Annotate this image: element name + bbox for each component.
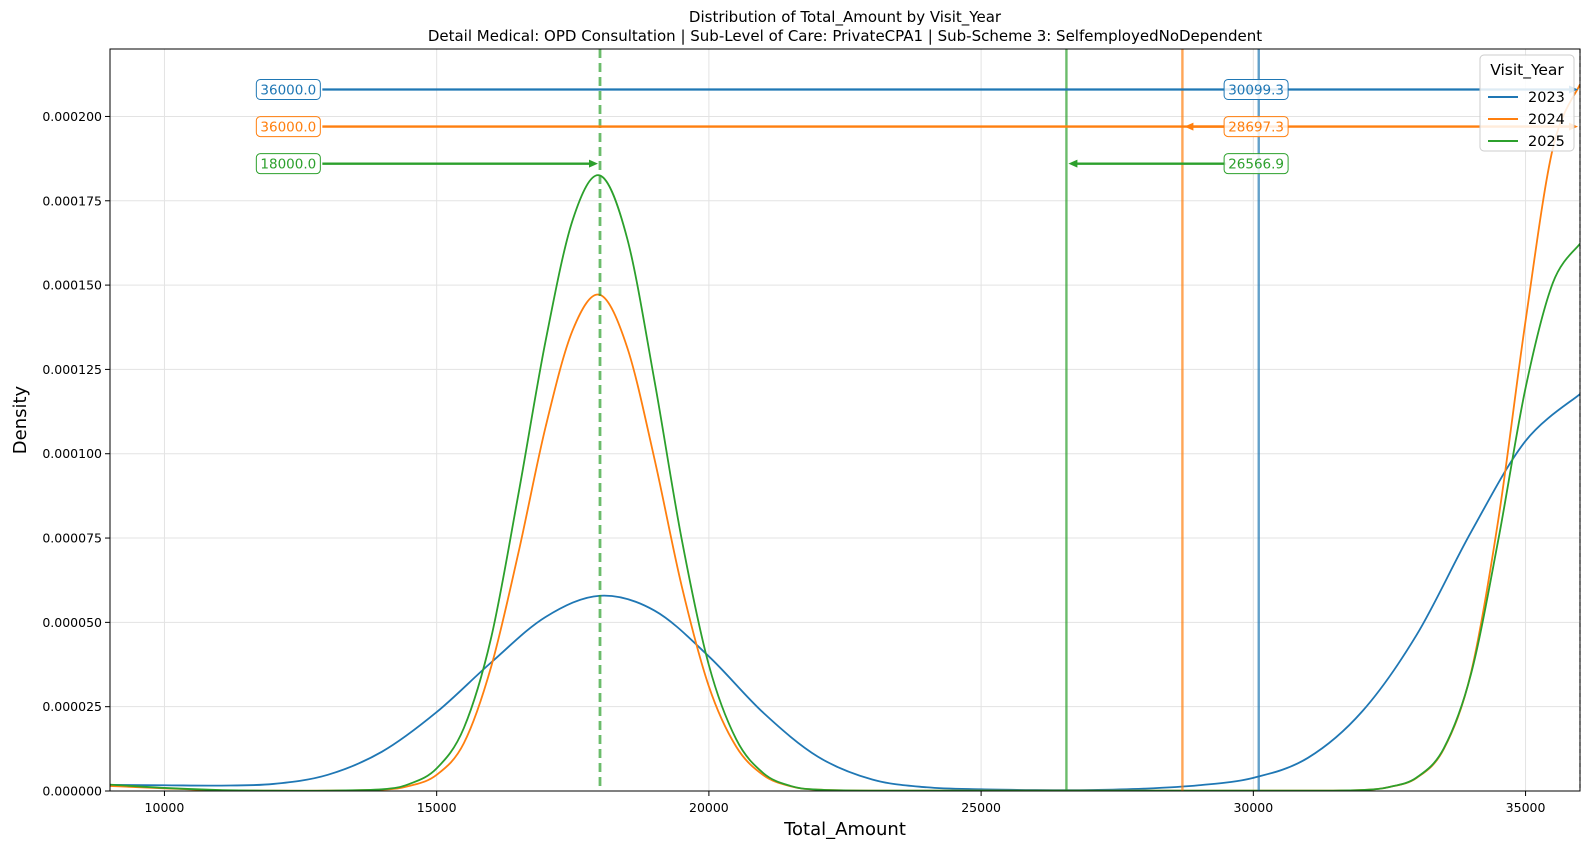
x-axis-label: Total_Amount xyxy=(783,819,906,840)
y-tick-label: 0.000025 xyxy=(42,699,102,714)
x-tick-label: 20000 xyxy=(689,800,729,815)
annotation-label-2023: 30099.3 xyxy=(1228,82,1284,98)
grid-lines xyxy=(110,49,1580,792)
legend-entry-2025: 2025 xyxy=(1528,134,1565,150)
density-curves xyxy=(110,84,1580,791)
annotation-arrowhead-2024 xyxy=(1184,122,1194,131)
legend-title: Visit_Year xyxy=(1490,61,1564,80)
annotation-label-2024: 36000.0 xyxy=(260,120,316,136)
annotations: 36000.0 36000.0 18000.0 30099.3 28697.3 26566… xyxy=(255,78,1578,175)
x-tick-label: 10000 xyxy=(145,800,185,815)
y-tick-label: 0.000150 xyxy=(42,278,102,293)
chart-title: Distribution of Total_Amount by Visit_Ye… xyxy=(689,8,1002,27)
plot-frame xyxy=(109,48,1581,792)
y-tick-label: 0.000050 xyxy=(42,615,102,630)
annotation-arrowhead-2025 xyxy=(589,159,598,168)
series-line-2025 xyxy=(110,174,1580,791)
annotation-label-2023: 36000.0 xyxy=(260,82,316,98)
y-tick-label: 0.000075 xyxy=(42,531,102,546)
series-line-2024 xyxy=(110,84,1580,791)
annotation-box-2025 xyxy=(255,153,321,175)
annotation-arrowhead-2025 xyxy=(1068,159,1078,168)
annotation-box-2024 xyxy=(1223,116,1289,138)
y-tick-label: 0.000000 xyxy=(42,784,102,799)
legend-entry-2024: 2024 xyxy=(1528,112,1565,128)
reference-lines xyxy=(598,49,1581,791)
annotation-box-2024 xyxy=(255,116,321,138)
y-tick-label: 0.000200 xyxy=(42,109,102,124)
x-tick-label: 25000 xyxy=(961,800,1001,815)
annotation-label-2024: 28697.3 xyxy=(1228,120,1284,136)
y-tick-label: 0.000125 xyxy=(42,362,102,377)
chart-subtitle: Detail Medical: OPD Consultation | Sub-L… xyxy=(428,27,1262,45)
y-axis-label: Density xyxy=(10,385,31,454)
annotation-label-2025: 26566.9 xyxy=(1228,157,1284,173)
series-line-2023 xyxy=(110,393,1580,791)
legend: Visit_Year 2023 2024 2025 xyxy=(1479,54,1575,152)
y-tick-label: 0.000175 xyxy=(42,193,102,208)
x-tick-label: 30000 xyxy=(1233,800,1273,815)
legend-box xyxy=(1479,54,1575,152)
annotation-box-2023 xyxy=(1223,78,1289,100)
annotation-label-2025: 18000.0 xyxy=(260,157,316,173)
y-tick-label: 0.000100 xyxy=(42,446,102,461)
annotation-box-2025 xyxy=(1223,153,1289,175)
legend-entry-2023: 2023 xyxy=(1528,90,1565,106)
axis-ticks: 10000 15000 20000 25000 30000 35000 0.000000 0.… xyxy=(42,109,1545,815)
x-tick-label: 35000 xyxy=(1506,800,1546,815)
x-tick-label: 15000 xyxy=(417,800,457,815)
annotation-box-2023 xyxy=(255,78,321,100)
